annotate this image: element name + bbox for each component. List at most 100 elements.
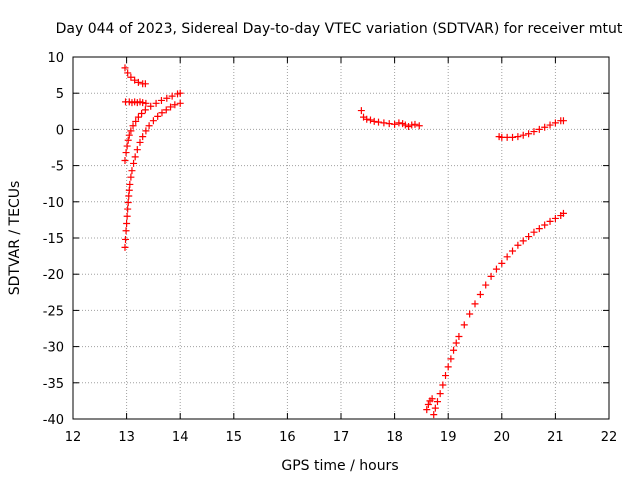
data-point bbox=[509, 133, 517, 141]
y-tick-label: -35 bbox=[43, 377, 64, 392]
data-point bbox=[535, 125, 543, 133]
data-point bbox=[357, 107, 365, 115]
data-point bbox=[130, 159, 138, 167]
data-point bbox=[122, 227, 130, 235]
data-point bbox=[509, 247, 517, 255]
x-tick-label: 19 bbox=[440, 430, 457, 445]
y-tick-label: 0 bbox=[56, 123, 64, 138]
data-point bbox=[551, 119, 559, 127]
data-point bbox=[154, 112, 162, 120]
series-arc-g bbox=[423, 395, 436, 414]
data-point bbox=[514, 133, 522, 141]
series-arc-a bbox=[121, 64, 149, 88]
data-point bbox=[546, 121, 554, 129]
data-point bbox=[385, 120, 393, 128]
series-arc-e bbox=[357, 107, 423, 131]
data-point bbox=[139, 133, 147, 141]
x-tick-label: 21 bbox=[547, 430, 564, 445]
data-point bbox=[163, 94, 171, 102]
data-point bbox=[167, 103, 175, 111]
y-axis-label: SDTVAR / TECUs bbox=[7, 181, 23, 296]
y-tick-label: -10 bbox=[43, 196, 64, 211]
data-point bbox=[126, 180, 134, 188]
y-tick-label: -5 bbox=[51, 160, 64, 175]
data-point bbox=[514, 241, 522, 249]
data-point bbox=[424, 401, 432, 409]
data-point bbox=[436, 390, 444, 398]
data-point bbox=[405, 123, 413, 131]
data-point bbox=[370, 117, 378, 125]
data-point bbox=[129, 122, 137, 130]
x-tick-labels: 12 13 14 15 16 17 18 19 20 21 22 bbox=[65, 430, 618, 445]
data-point bbox=[559, 209, 567, 217]
data-point bbox=[442, 372, 450, 380]
x-tick-label: 14 bbox=[172, 430, 189, 445]
data-point bbox=[408, 121, 416, 129]
series-arc-h bbox=[430, 209, 567, 419]
data-point bbox=[530, 128, 538, 136]
data-point bbox=[391, 120, 399, 128]
data-point bbox=[380, 119, 388, 127]
y-tick-label: 10 bbox=[47, 51, 64, 66]
data-point bbox=[431, 404, 439, 412]
data-point bbox=[131, 153, 139, 161]
data-point bbox=[127, 173, 135, 181]
y-tick-label: -40 bbox=[43, 413, 64, 428]
data-point bbox=[123, 142, 131, 150]
data-point bbox=[158, 109, 166, 117]
data-point bbox=[541, 123, 549, 131]
data-point bbox=[171, 101, 179, 109]
data-point bbox=[141, 80, 149, 88]
data-point bbox=[428, 395, 436, 403]
data-point bbox=[152, 99, 160, 107]
data-point bbox=[363, 115, 371, 123]
x-tick-label: 15 bbox=[226, 430, 243, 445]
data-point bbox=[124, 199, 132, 207]
data-point bbox=[447, 355, 455, 363]
x-tick-label: 13 bbox=[118, 430, 135, 445]
data-point bbox=[147, 102, 155, 110]
data-point bbox=[525, 233, 533, 241]
data-point bbox=[132, 117, 140, 125]
data-point bbox=[176, 89, 184, 97]
data-point bbox=[149, 117, 157, 125]
data-point bbox=[487, 272, 495, 280]
data-point bbox=[492, 265, 500, 273]
series-arc-c bbox=[121, 89, 184, 165]
y-tick-label: -25 bbox=[43, 304, 64, 319]
data-point bbox=[142, 99, 150, 107]
data-point bbox=[134, 113, 142, 121]
data-point bbox=[460, 321, 468, 329]
data-point bbox=[121, 243, 129, 251]
x-tick-label: 17 bbox=[333, 430, 350, 445]
data-point bbox=[162, 106, 170, 114]
data-point bbox=[141, 106, 149, 114]
data-point bbox=[124, 136, 132, 144]
y-tick-label: -20 bbox=[43, 268, 64, 283]
axis-ticks bbox=[72, 56, 610, 420]
data-point bbox=[455, 332, 463, 340]
data-point bbox=[476, 290, 484, 298]
data-point bbox=[466, 310, 474, 318]
data-point bbox=[122, 235, 130, 243]
data-point bbox=[366, 116, 374, 124]
data-point bbox=[122, 149, 130, 157]
data-point bbox=[530, 228, 538, 236]
data-point bbox=[157, 96, 165, 104]
data-point bbox=[519, 131, 527, 139]
data-point bbox=[131, 76, 139, 84]
data-point bbox=[430, 411, 438, 419]
y-tick-label: -30 bbox=[43, 341, 64, 356]
data-point bbox=[168, 92, 176, 100]
data-point bbox=[124, 205, 132, 213]
y-tick-labels: -40 -35 -30 -25 -20 -15 -10 -5 0 5 10 bbox=[43, 51, 64, 428]
series-arc-b bbox=[122, 98, 150, 107]
data-point bbox=[439, 381, 447, 389]
x-tick-label: 16 bbox=[279, 430, 296, 445]
data-point bbox=[136, 138, 144, 146]
data-point bbox=[519, 237, 527, 245]
data-point bbox=[375, 118, 383, 126]
y-tick-label: 5 bbox=[56, 87, 64, 102]
x-axis-label: GPS time / hours bbox=[281, 458, 398, 474]
